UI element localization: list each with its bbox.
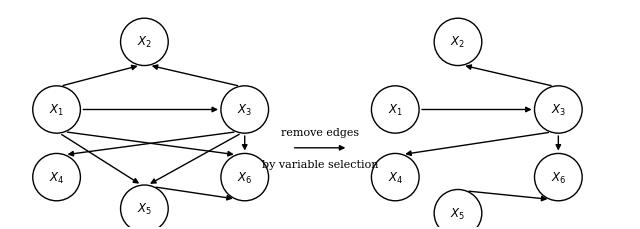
Text: $X_{3}$: $X_{3}$: [551, 103, 566, 117]
Text: by variable selection: by variable selection: [262, 159, 378, 169]
Text: $X_{4}$: $X_{4}$: [388, 170, 403, 185]
Text: $X_{5}$: $X_{5}$: [451, 206, 465, 221]
Text: $X_{4}$: $X_{4}$: [49, 170, 64, 185]
Ellipse shape: [33, 86, 81, 134]
Text: $X_{1}$: $X_{1}$: [49, 103, 64, 117]
Ellipse shape: [33, 154, 81, 201]
Text: $X_{5}$: $X_{5}$: [137, 201, 152, 216]
Ellipse shape: [534, 86, 582, 134]
Ellipse shape: [371, 154, 419, 201]
Ellipse shape: [371, 86, 419, 134]
Text: $X_{2}$: $X_{2}$: [137, 35, 152, 50]
Text: $X_{3}$: $X_{3}$: [237, 103, 252, 117]
Ellipse shape: [120, 185, 168, 229]
Ellipse shape: [221, 154, 269, 201]
Ellipse shape: [534, 154, 582, 201]
Text: remove edges: remove edges: [281, 128, 359, 137]
Text: $X_{1}$: $X_{1}$: [388, 103, 403, 117]
Ellipse shape: [221, 86, 269, 134]
Text: $X_{2}$: $X_{2}$: [451, 35, 465, 50]
Ellipse shape: [434, 190, 482, 229]
Ellipse shape: [120, 19, 168, 66]
Ellipse shape: [434, 19, 482, 66]
Text: $X_{6}$: $X_{6}$: [550, 170, 566, 185]
Text: $X_{6}$: $X_{6}$: [237, 170, 252, 185]
